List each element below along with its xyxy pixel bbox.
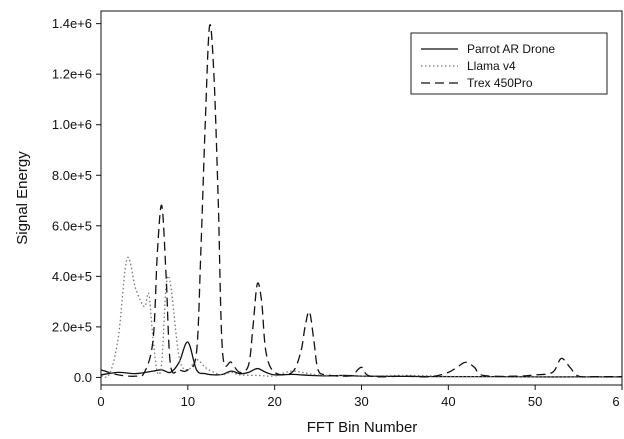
series-line-parrot-ar-drone bbox=[101, 341, 622, 378]
y-tick-label: 1.4e+6 bbox=[52, 16, 92, 31]
y-axis-ticks: 0.0 2.0e+5 4.0e+5 6.0e+5 8.0e+5 1.0e+6 1.2e+6 1… bbox=[52, 16, 101, 385]
y-tick-label: 1.0e+6 bbox=[52, 117, 92, 132]
x-tick-label: 50 bbox=[528, 394, 542, 409]
x-tick-label: 20 bbox=[267, 394, 281, 409]
y-tick-label: 2.0e+5 bbox=[52, 319, 92, 334]
x-tick-label: 30 bbox=[354, 394, 368, 409]
y-axis-title: Signal Energy bbox=[14, 151, 31, 245]
x-tick-label: 0 bbox=[97, 394, 104, 409]
legend-box bbox=[410, 32, 608, 95]
y-tick-label: 1.2e+6 bbox=[52, 67, 92, 82]
x-axis-ticks: 0 10 20 30 40 50 6 bbox=[97, 385, 623, 409]
x-tick-label: 40 bbox=[441, 394, 455, 409]
x-axis-title: FFT Bin Number bbox=[307, 419, 418, 436]
y-tick-label: 4.0e+5 bbox=[52, 269, 92, 284]
x-tick-label: 6 bbox=[612, 394, 619, 409]
legend: Parrot AR Drone Llama v4 Trex 450Pro bbox=[410, 32, 608, 95]
y-tick-label: 6.0e+5 bbox=[52, 218, 92, 233]
series-line-trex-450pro bbox=[101, 23, 622, 378]
y-tick-label: 8.0e+5 bbox=[52, 168, 92, 183]
legend-label-parrot: Parrot AR Drone bbox=[467, 42, 555, 56]
series-layer bbox=[101, 23, 622, 378]
legend-label-trex: Trex 450Pro bbox=[467, 76, 533, 90]
y-tick-label: 0.0 bbox=[74, 370, 92, 385]
series-line-llama-v4 bbox=[101, 256, 622, 378]
legend-label-llama: Llama v4 bbox=[467, 59, 516, 73]
x-tick-label: 10 bbox=[181, 394, 195, 409]
